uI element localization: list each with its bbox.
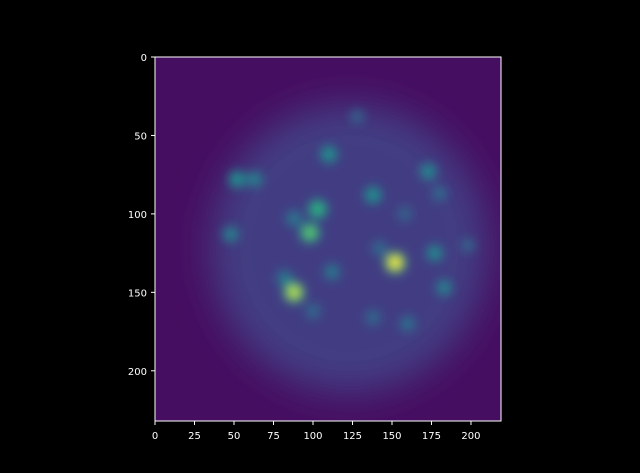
bright-spot xyxy=(389,256,402,269)
x-axis: 0 25 50 75 100 125 150 175 200 xyxy=(152,421,481,442)
plot-frame xyxy=(154,56,502,422)
y-tick-label: 100 xyxy=(128,210,147,221)
x-tick-label: 0 xyxy=(152,431,158,442)
x-tick-label: 125 xyxy=(343,431,362,442)
bright-spot xyxy=(354,113,361,120)
spots-layer xyxy=(222,109,475,332)
bright-spot xyxy=(324,149,334,159)
y-tick-label: 50 xyxy=(134,131,147,142)
bright-spot xyxy=(404,320,412,328)
bright-spot xyxy=(290,214,298,223)
y-tick-label: 150 xyxy=(128,288,147,299)
x-tick-label: 200 xyxy=(461,431,480,442)
bright-spot xyxy=(368,190,378,200)
bright-spot xyxy=(424,167,433,176)
bright-spot xyxy=(430,248,439,258)
bright-spot xyxy=(369,314,377,321)
y-axis: 0 50 100 150 200 xyxy=(128,53,155,378)
x-tick-label: 100 xyxy=(303,431,322,442)
bright-spot xyxy=(435,190,443,197)
bright-spot xyxy=(250,175,259,184)
image-area xyxy=(155,57,501,421)
bright-spot xyxy=(288,286,300,299)
bright-spot xyxy=(328,268,336,276)
bright-spot xyxy=(280,274,289,283)
x-tick-label: 25 xyxy=(188,431,201,442)
y-tick-label: 0 xyxy=(141,53,147,64)
bright-spot xyxy=(309,307,317,315)
bright-spot xyxy=(312,204,323,215)
y-tick-label: 200 xyxy=(128,367,147,378)
x-tick-label: 75 xyxy=(267,431,280,442)
cell-layer xyxy=(210,104,489,393)
bright-spot xyxy=(375,245,383,252)
bright-spot xyxy=(464,242,472,249)
x-tick-label: 50 xyxy=(228,431,241,442)
x-tick-label: 150 xyxy=(382,431,401,442)
x-tick-label: 175 xyxy=(422,431,441,442)
bright-spot xyxy=(232,174,242,184)
bright-spot xyxy=(401,210,408,218)
bright-spot xyxy=(440,283,449,292)
bright-spot xyxy=(226,230,235,239)
bright-spot xyxy=(304,227,316,239)
cell-body xyxy=(210,104,489,393)
